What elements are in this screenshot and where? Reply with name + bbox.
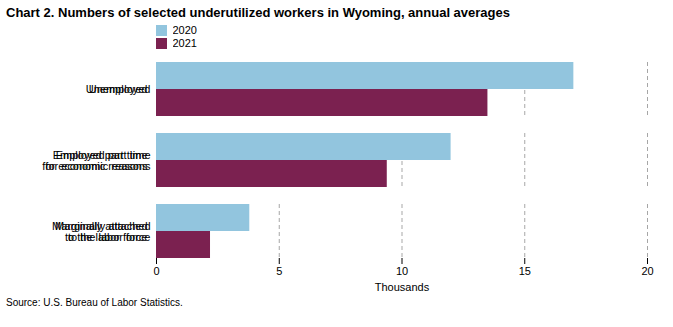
svg-text:10: 10 bbox=[396, 265, 408, 277]
html-text:2021: 2021 bbox=[172, 37, 197, 49]
svg-text:5: 5 bbox=[276, 265, 282, 277]
svg-text:Employed part timefor economic: Employed part timefor economic reasons bbox=[45, 148, 151, 171]
svg-text:Thousands: Thousands bbox=[375, 280, 430, 292]
svg-text:Unemployed: Unemployed bbox=[89, 83, 151, 95]
html-text:2020: 2020 bbox=[172, 24, 197, 36]
svg-text:20: 20 bbox=[641, 265, 653, 277]
html-text:Chart 2. Numbers of selected u: Chart 2. Numbers of selected underutiliz… bbox=[6, 5, 510, 20]
svg-text:0: 0 bbox=[153, 265, 159, 277]
svg-text:15: 15 bbox=[519, 265, 531, 277]
svg-text:Marginally attachedto the labo: Marginally attachedto the labor force bbox=[55, 219, 150, 242]
html-text:Source: U.S. Bureau of Labor S: Source: U.S. Bureau of Labor Statistics. bbox=[6, 296, 183, 308]
